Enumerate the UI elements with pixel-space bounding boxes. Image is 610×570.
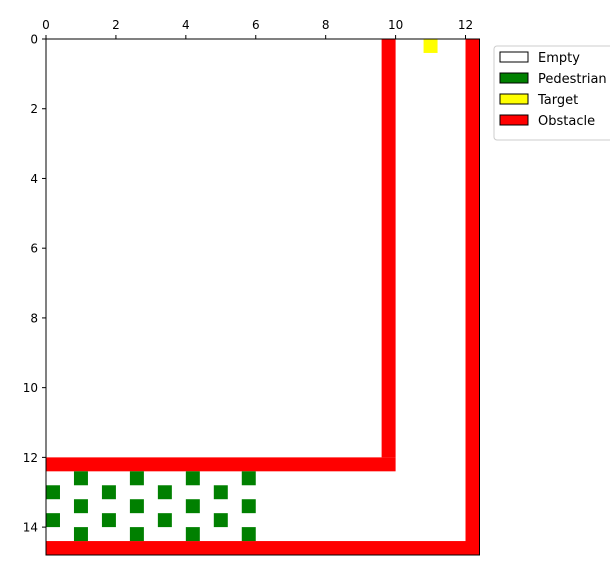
pedestrian-cell bbox=[241, 471, 256, 486]
pedestrian-cell bbox=[101, 513, 116, 528]
y-tick-label: 8 bbox=[30, 311, 38, 325]
target-cell bbox=[423, 39, 438, 53]
x-tick-label: 4 bbox=[182, 18, 190, 32]
pedestrian-cell bbox=[185, 527, 200, 542]
obstacle-inner-wall bbox=[381, 39, 396, 458]
y-tick-label: 2 bbox=[30, 102, 38, 116]
legend-label-pedestrian: Pedestrian bbox=[538, 72, 607, 87]
y-tick-label: 14 bbox=[23, 521, 38, 535]
x-tick-label: 10 bbox=[388, 18, 403, 32]
y-tick-label: 12 bbox=[23, 451, 38, 465]
plot-background bbox=[46, 39, 480, 555]
pedestrian-cell bbox=[185, 471, 200, 486]
x-tick-label: 0 bbox=[42, 18, 50, 32]
legend: Empty Pedestrian Target Obstacle bbox=[493, 45, 610, 141]
legend-swatch-pedestrian bbox=[499, 72, 529, 84]
legend-swatch-target bbox=[499, 93, 529, 105]
pedestrian-cell bbox=[46, 513, 60, 528]
legend-label-obstacle: Obstacle bbox=[538, 114, 595, 129]
pedestrian-cell bbox=[157, 513, 172, 528]
y-tick-label: 4 bbox=[30, 172, 38, 186]
obstacle-outer-wall bbox=[465, 39, 480, 555]
plot-area bbox=[45, 38, 480, 556]
pedestrian-cell bbox=[241, 499, 256, 514]
legend-entries: Empty Pedestrian Target Obstacle bbox=[499, 51, 607, 129]
legend-swatch-empty bbox=[499, 51, 529, 63]
pedestrian-cell bbox=[73, 499, 88, 514]
pedestrian-cell bbox=[73, 471, 88, 486]
y-tick-label: 0 bbox=[30, 33, 38, 47]
legend-swatch-obstacle bbox=[499, 114, 529, 126]
obstacle-bottom-wall bbox=[46, 541, 480, 555]
pedestrian-cell bbox=[73, 527, 88, 542]
pedestrian-cell bbox=[129, 499, 144, 514]
pedestrian-cell bbox=[157, 485, 172, 500]
pedestrian-cell bbox=[213, 485, 228, 500]
x-tick-label: 2 bbox=[112, 18, 120, 32]
cells-layer bbox=[46, 39, 480, 555]
obstacle-inner-floor bbox=[46, 457, 396, 472]
pedestrian-cell bbox=[129, 527, 144, 542]
pedestrian-cell bbox=[213, 513, 228, 528]
x-axis: 0 2 4 6 8 10 12 bbox=[42, 18, 473, 39]
y-tick-label: 6 bbox=[30, 242, 38, 256]
pedestrian-cell bbox=[241, 527, 256, 542]
pedestrian-cell bbox=[46, 485, 60, 500]
x-tick-label: 12 bbox=[458, 18, 473, 32]
legend-label-target: Target bbox=[537, 93, 578, 108]
pedestrian-cell bbox=[101, 485, 116, 500]
plot-frame bbox=[45, 38, 480, 556]
y-axis: 0 2 4 6 8 10 12 14 bbox=[23, 33, 46, 535]
legend-label-empty: Empty bbox=[538, 51, 580, 66]
y-tick-label: 10 bbox=[23, 381, 38, 395]
pedestrian-cell bbox=[129, 471, 144, 486]
x-tick-label: 6 bbox=[252, 18, 260, 32]
x-tick-label: 8 bbox=[322, 18, 330, 32]
pedestrian-cell bbox=[185, 499, 200, 514]
